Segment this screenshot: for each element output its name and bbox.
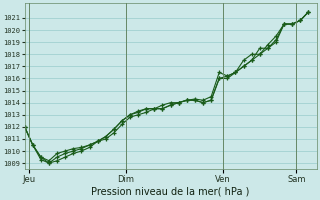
X-axis label: Pression niveau de la mer( hPa ): Pression niveau de la mer( hPa ) [92, 187, 250, 197]
